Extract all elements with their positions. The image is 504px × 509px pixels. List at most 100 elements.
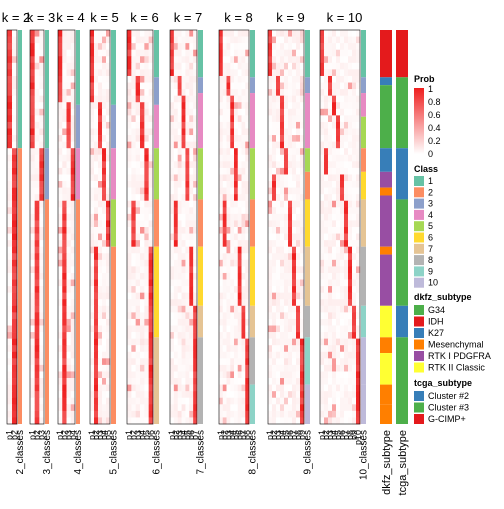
- dkfz-subtype-segment: [380, 187, 392, 196]
- prob-cell: [170, 56, 175, 64]
- row-label: p2: [59, 430, 69, 440]
- prob-cell: [234, 43, 239, 50]
- prob-cell: [185, 135, 190, 142]
- prob-cell: [344, 279, 349, 287]
- prob-cell: [34, 318, 40, 326]
- prob-cell: [356, 135, 361, 142]
- prob-cell: [356, 338, 361, 346]
- prob-cell: [234, 259, 239, 267]
- prob-cell: [173, 102, 179, 110]
- class-bar-segment: [361, 30, 366, 78]
- prob-cell: [292, 167, 297, 175]
- prob-cell: [226, 207, 231, 215]
- prob-cell: [320, 227, 325, 234]
- prob-cell: [344, 174, 349, 182]
- class-bar-label: 5_classes: [109, 430, 120, 474]
- prob-cell: [34, 325, 40, 333]
- dkfz-legend-label: IDH: [428, 317, 444, 327]
- prob-cell: [102, 207, 107, 215]
- prob-cell: [98, 259, 103, 267]
- prob-cell: [170, 410, 175, 418]
- prob-cell: [320, 266, 325, 274]
- prob-cell: [296, 82, 301, 90]
- prob-cell: [348, 332, 353, 339]
- prob-cell: [34, 371, 40, 379]
- prob-cell: [222, 43, 227, 50]
- prob-cell: [70, 121, 76, 129]
- class-bar-segment: [305, 171, 310, 200]
- prob-cell: [39, 207, 45, 215]
- prob-cell: [296, 220, 301, 228]
- prob-cell: [181, 279, 186, 287]
- prob-cell: [288, 384, 293, 392]
- prob-cell: [245, 259, 250, 267]
- prob-cell: [144, 75, 149, 83]
- prob-cell: [135, 325, 141, 333]
- prob-cell: [131, 95, 136, 103]
- prob-cell: [296, 174, 301, 182]
- prob-cell: [332, 318, 337, 326]
- prob-cell: [62, 108, 67, 116]
- prob-cell: [58, 240, 63, 247]
- prob-cell: [288, 299, 293, 307]
- prob-cell: [352, 410, 357, 418]
- prob-cell: [222, 56, 227, 64]
- prob-cell: [58, 397, 63, 405]
- prob-cell: [131, 135, 136, 142]
- prob-cell: [336, 378, 341, 385]
- prob-cell: [12, 364, 18, 372]
- prob-cell: [12, 181, 18, 188]
- prob-cell: [173, 345, 179, 353]
- prob-cell: [173, 305, 179, 313]
- prob-cell: [177, 338, 182, 346]
- prob-cell: [106, 69, 111, 77]
- row-label: p6: [337, 430, 347, 440]
- prob-cell: [62, 181, 67, 188]
- prob-cell: [320, 410, 325, 418]
- prob-cell: [170, 305, 175, 313]
- prob-cell: [131, 338, 136, 346]
- prob-cell: [135, 227, 141, 234]
- prob-cell: [344, 240, 349, 247]
- prob-cell: [344, 305, 349, 313]
- prob-cell: [58, 345, 63, 353]
- prob-cell: [320, 417, 325, 425]
- prob-cell: [245, 213, 250, 221]
- prob-cell: [30, 338, 35, 346]
- class-bar-segment: [111, 148, 116, 200]
- prob-cell: [177, 371, 182, 379]
- prob-cell: [288, 318, 293, 326]
- prob-cell: [7, 240, 13, 247]
- prob-cell: [189, 121, 194, 129]
- prob-cell: [276, 371, 281, 379]
- prob-cell: [144, 108, 149, 116]
- prob-cell: [135, 187, 141, 195]
- prob-cell: [276, 312, 281, 320]
- row-label: p3: [133, 430, 143, 440]
- prob-cell: [288, 259, 293, 267]
- prob-cell: [181, 286, 186, 293]
- prob-cell: [135, 128, 141, 136]
- prob-cell: [148, 299, 154, 307]
- prob-cell: [94, 246, 99, 254]
- prob-cell: [356, 272, 361, 280]
- prob-cell: [284, 253, 289, 261]
- prob-cell: [356, 332, 361, 339]
- prob-cell: [288, 95, 293, 103]
- prob-cell: [170, 82, 175, 90]
- prob-cell: [173, 266, 179, 274]
- prob-cell: [336, 49, 341, 57]
- prob-cell: [173, 358, 179, 366]
- prob-cell: [226, 82, 231, 90]
- prob-cell: [131, 187, 136, 195]
- prob-cell: [140, 108, 145, 116]
- class-bar-segment: [76, 104, 80, 149]
- prob-cell: [94, 62, 99, 70]
- prob-cell: [356, 246, 361, 254]
- prob-cell: [140, 397, 145, 405]
- prob-cell: [245, 161, 250, 169]
- prob-cell: [66, 371, 72, 379]
- prob-cell: [193, 259, 198, 267]
- prob-cell: [170, 378, 175, 385]
- prob-cell: [241, 240, 246, 247]
